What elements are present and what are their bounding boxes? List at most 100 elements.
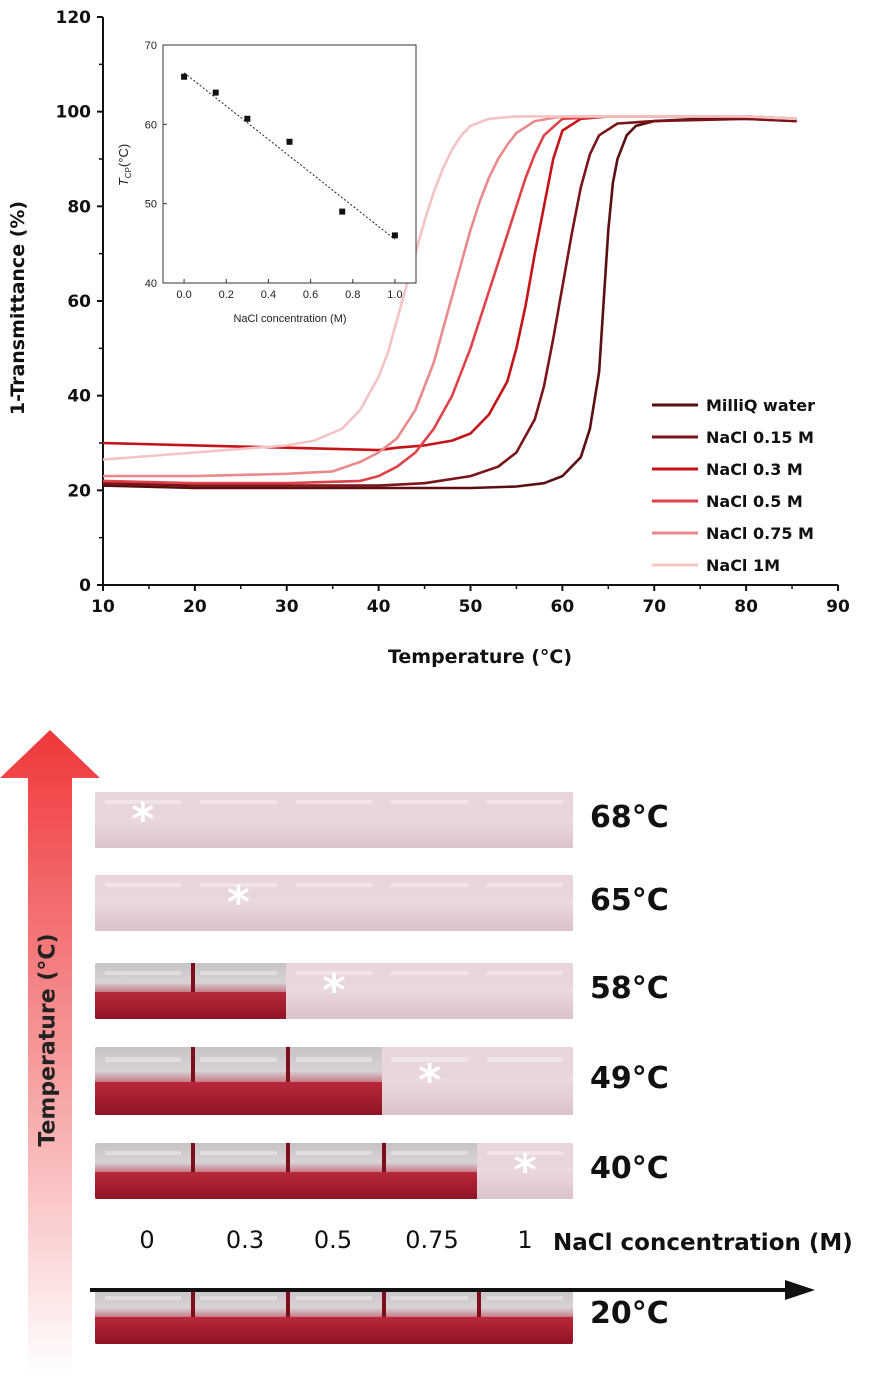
vial-liquid	[381, 817, 478, 848]
vial-glint	[486, 1056, 564, 1062]
vial-liquid	[190, 1317, 287, 1344]
vial-liquid	[190, 817, 287, 848]
concentration-arrow	[90, 1280, 815, 1300]
vial-liquid	[95, 817, 191, 848]
vial-strip-2: *	[95, 963, 573, 1019]
vial	[95, 1143, 195, 1199]
cloud-point-marker: *	[322, 965, 346, 1016]
row-temperature-label: 68°C	[590, 800, 669, 835]
vial	[477, 1288, 573, 1344]
vial-liquid	[286, 1317, 382, 1344]
inset-point	[181, 73, 188, 80]
vial	[95, 875, 195, 931]
vial-liquid	[190, 1082, 287, 1115]
cloud-point-marker: *	[418, 1055, 442, 1106]
row-temperature-label: 49°C	[590, 1061, 669, 1096]
vial-strip-1: *	[95, 875, 573, 931]
concentration-label: 0.3	[225, 1226, 265, 1254]
vial-glint	[295, 1056, 373, 1062]
concentration-label: 0.5	[313, 1226, 353, 1254]
vial	[95, 1047, 195, 1115]
y-tick-label: 60	[67, 292, 91, 312]
vial-glint	[200, 882, 277, 888]
temperature-up-arrow	[0, 730, 100, 1375]
concentration-axis-title: NaCl concentration (M)	[553, 1230, 853, 1256]
vial: *	[95, 792, 195, 848]
vial	[190, 1288, 291, 1344]
vial	[381, 792, 482, 848]
vial-glint	[104, 799, 182, 805]
inset-y-tick-label: 50	[145, 199, 157, 211]
vial-glint	[295, 799, 373, 805]
inset-chart: 40 50 60 70 0.0 0.2 0.4 0.6 0.8 1.0 NaCl concent…	[116, 40, 417, 325]
y-tick-label: 20	[67, 481, 91, 501]
vial-glint	[391, 882, 468, 888]
vial-glint	[486, 1295, 564, 1301]
y-ticks: 0 20 40 60 80 100 120	[56, 8, 103, 596]
y-tick-label: 120	[56, 8, 92, 28]
inset-y-tick-label: 40	[145, 278, 157, 290]
vial-glint	[486, 882, 564, 888]
legend-label-2: NaCl 0.3 M	[706, 460, 803, 479]
vial-glint	[104, 970, 182, 976]
inset-x-axis-title: NaCl concentration (M)	[233, 313, 346, 325]
vial: *	[477, 1143, 573, 1199]
vial-glint	[391, 1295, 468, 1301]
vial-glint	[295, 1295, 373, 1301]
vial-glint	[391, 970, 468, 976]
vial-glint	[486, 1150, 564, 1156]
x-axis-title: Temperature (°C)	[388, 646, 572, 668]
inset-x-tick-label: 0.4	[261, 289, 276, 301]
vial-liquid	[477, 1077, 573, 1115]
vial-glint	[104, 1150, 182, 1156]
vial-glint	[295, 1150, 373, 1156]
vial	[381, 1143, 482, 1199]
legend-label-5: NaCl 1M	[706, 556, 780, 575]
vial-liquid	[95, 1317, 191, 1344]
inset-y-tick-label: 70	[145, 40, 157, 52]
inset-point	[339, 208, 346, 215]
vial-liquid	[477, 817, 573, 848]
vial-glint	[200, 1150, 277, 1156]
inset-x-ticks: 0.0 0.2 0.4 0.6 0.8 1.0	[176, 279, 403, 301]
vial-glint	[486, 970, 564, 976]
vial	[286, 792, 386, 848]
vial-glint	[104, 1056, 182, 1062]
row-temperature-label: 40°C	[590, 1151, 669, 1186]
inset-point	[286, 138, 293, 145]
vial	[477, 963, 573, 1019]
vial-liquid	[95, 1172, 191, 1199]
vial	[381, 1288, 482, 1344]
vial-liquid	[381, 1317, 478, 1344]
x-tick-label: 50	[459, 597, 483, 617]
vial-liquid	[95, 992, 191, 1019]
x-tick-label: 60	[551, 597, 575, 617]
vial	[190, 1047, 291, 1115]
vial	[190, 792, 291, 848]
inset-points	[181, 73, 398, 239]
vial-strip-0: *	[95, 792, 573, 848]
inset-y-tick-label: 60	[145, 119, 157, 131]
vial-photo-panel: Temperature (°C) * * * * * 0 0.3 0.5 0.75 1 NaCl…	[0, 700, 885, 1380]
vial-liquid	[381, 1172, 478, 1199]
inset-x-tick-label: 0.6	[303, 289, 318, 301]
vial-liquid	[286, 900, 382, 931]
vial-strip-3: *	[95, 1047, 573, 1115]
vial-glint	[200, 799, 277, 805]
vial-glint	[200, 1295, 277, 1301]
inset-ylabel-unit: (°C)	[116, 144, 131, 167]
vial-glint	[200, 970, 277, 976]
vial: *	[190, 875, 291, 931]
vial-liquid	[190, 1172, 287, 1199]
vial	[381, 875, 482, 931]
y-tick-label: 0	[79, 576, 91, 596]
series-line-3	[102, 115, 797, 485]
legend-label-0: MilliQ water	[706, 396, 815, 415]
vial	[95, 1288, 195, 1344]
row-temperature-label: 58°C	[590, 971, 669, 1006]
vial	[95, 963, 195, 1019]
inset-y-axis-title: TCP(°C)	[116, 144, 133, 186]
inset-x-tick-label: 1.0	[387, 289, 402, 301]
inset-frame	[162, 44, 417, 284]
row-temperature-label: 65°C	[590, 883, 669, 918]
